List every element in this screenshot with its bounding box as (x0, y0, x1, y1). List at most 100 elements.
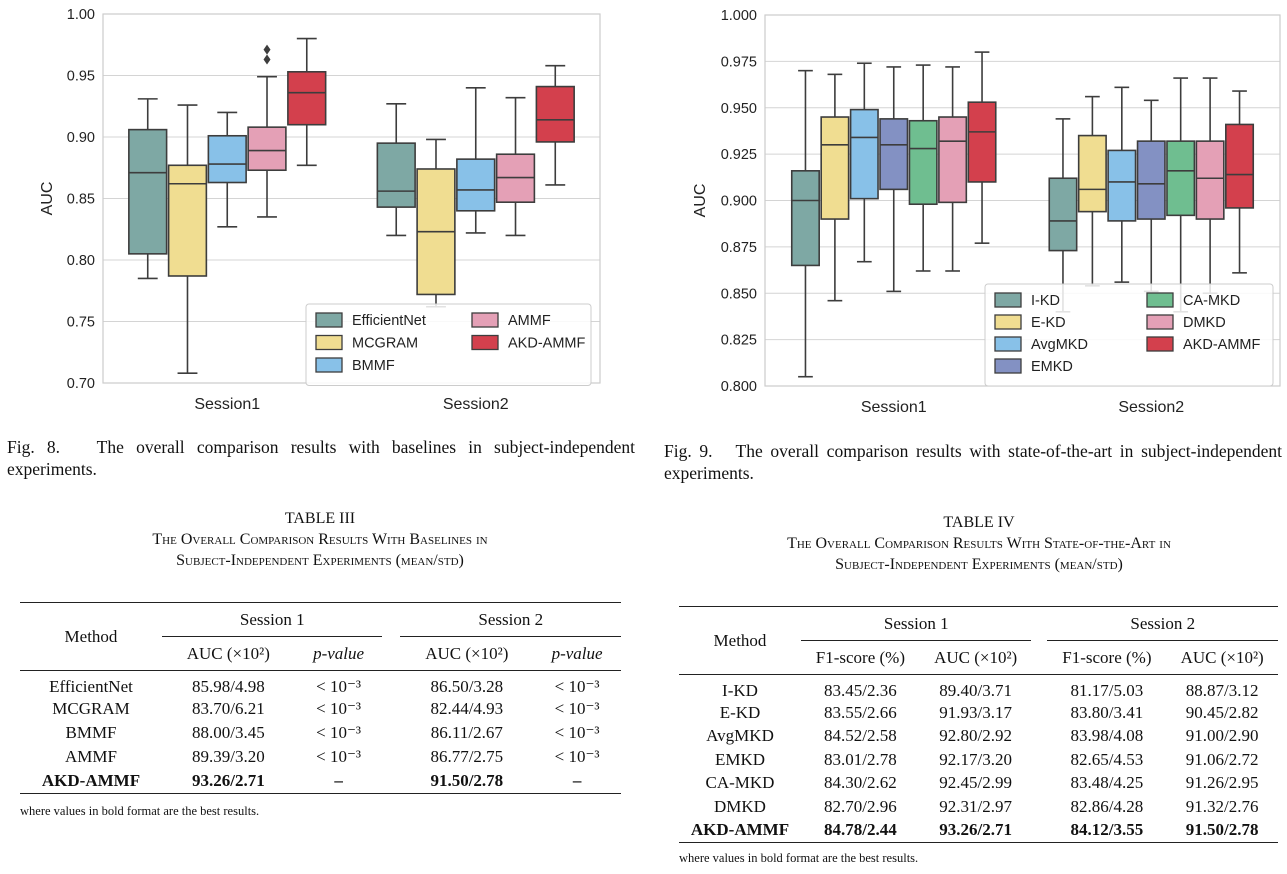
table4-session1-header: Session 1 (801, 606, 1032, 641)
table3-session2-header: Session 2 (400, 602, 621, 637)
table3-s1-auc-header: AUC (×10²) (162, 636, 295, 671)
cell-s1-auc: 92.17/3.20 (939, 749, 1012, 769)
cell-s2-f1: 82.86/4.28 (1070, 796, 1144, 816)
cell-s1-f1: 84.78/2.44 (824, 820, 897, 839)
fig9-box-i-kd-2 (1048, 118, 1078, 313)
table4-s2-f1-header: F1-score (%) (1047, 640, 1167, 675)
cell-s1-auc: 92.31/2.97 (939, 796, 1012, 816)
cell-s2-auc: 86.77/2.75 (430, 747, 504, 766)
fig8-xtick-label: Session2 (443, 396, 509, 413)
table-row: DMKD 82.70/2.96 92.31/2.97 82.86/4.28 91.32/… (679, 795, 1278, 819)
table3-title-line2: Subject-Independent Experiments (mean/st… (176, 552, 464, 569)
cell-s1-auc: 92.80/2.92 (939, 726, 1012, 746)
fig9-ytick-label: 0.850 (721, 286, 757, 302)
fig8-flier (263, 54, 271, 65)
fig8-legend-label: MCGRAM (352, 336, 418, 352)
cell-s2-f1: 83.48/4.25 (1070, 773, 1144, 793)
table-row: EMKD 83.01/2.78 92.17/3.20 82.65/4.53 91.06/… (679, 748, 1278, 772)
fig9-legend-label: DMKD (1183, 315, 1226, 331)
cell-method: EMKD (714, 749, 766, 769)
fig8-legend-swatch (315, 312, 343, 328)
cell-s1-p: < 10⁻³ (316, 747, 362, 766)
table3-note: where values in bold format are the best… (20, 803, 260, 818)
fig9-box-akd-ammf-1 (967, 51, 997, 244)
fig9-xtick-label: Session2 (1118, 399, 1184, 416)
fig8-box-bmmf-1 (207, 111, 247, 228)
fig9-box-emkd-2 (1136, 99, 1166, 293)
table4-caption: TABLE IV The Overall Comparison Results … (680, 512, 1278, 575)
cell-s1-auc: 89.40/3.71 (939, 681, 1012, 700)
fig9-box-dmkd-1 (938, 66, 968, 272)
fig8-ytick-label: 0.95 (67, 69, 95, 85)
fig8-legend: EfficientNet MCGRAM BMMF AMMF AKD-AMMF (305, 303, 592, 386)
fig8-legend-swatch (315, 357, 343, 373)
fig8-chart: 0.70 0.75 0.80 0.85 0.90 0.95 1.00 AUC Session1 S… (39, 7, 601, 413)
cell-s2-auc: 91.32/2.76 (1185, 796, 1259, 816)
table3-s2-auc-header: AUC (×10²) (400, 636, 534, 671)
fig9-legend-swatch (994, 314, 1022, 330)
fig9-ytick-label: 0.825 (721, 333, 757, 349)
fig8-xtick-label: Session1 (194, 396, 260, 413)
cell-s1-auc: 88.00/3.45 (191, 723, 265, 742)
cell-s1-p: – (334, 770, 343, 790)
fig9-legend-label: AvgMKD (1031, 337, 1088, 353)
fig9-legend-label: EMKD (1031, 359, 1073, 375)
fig8-box-akd-ammf-1 (287, 37, 327, 167)
fig9-legend-label: AKD-AMMF (1183, 337, 1260, 353)
fig9-box-akd-ammf-2 (1225, 90, 1255, 274)
fig8-legend-label: AMMF (508, 313, 551, 329)
fig8-ytick-label: 0.70 (67, 376, 95, 392)
fig9-legend-label: I-KD (1031, 293, 1060, 309)
fig9-caption: Fig. 9. The overall comparison results w… (664, 440, 1282, 484)
table3-method-header: Method (20, 602, 162, 671)
fig9-caption-label: Fig. 9. (664, 441, 713, 461)
fig9-legend: I-KD E-KD AvgMKD EMKD CA-MKD DMKD AKD-AMMF (984, 283, 1274, 387)
cell-s1-f1: 84.52/2.58 (824, 726, 897, 746)
cell-s2-auc: 91.50/2.78 (1185, 820, 1259, 839)
fig9-chart: 0.800 0.825 0.850 0.875 0.900 0.925 0.950 0.975… (692, 8, 1281, 416)
cell-s1-f1: 83.45/2.36 (824, 681, 897, 700)
cell-s1-auc: 91.93/3.17 (939, 702, 1012, 722)
cell-s2-auc: 91.50/2.78 (430, 770, 504, 790)
cell-s1-p: < 10⁻³ (316, 723, 362, 742)
fig9-legend-swatch (994, 336, 1022, 352)
cell-s2-auc: 91.00/2.90 (1185, 726, 1259, 746)
fig9-box-ca-mkd-2 (1166, 77, 1196, 313)
cell-s1-p: < 10⁻³ (316, 699, 362, 718)
cell-s2-p: < 10⁻³ (554, 747, 600, 766)
fig9-box-dmkd-2 (1195, 77, 1225, 295)
fig8-box-ammf-2 (495, 96, 536, 237)
cell-s2-auc: 90.45/2.82 (1185, 702, 1259, 722)
fig8-ytick-label: 0.80 (67, 253, 95, 269)
table-row: BMMF 88.00/3.45 < 10⁻³ 86.11/2.67 < 10⁻³ (20, 721, 621, 745)
cell-s2-auc: 88.87/3.12 (1185, 681, 1259, 700)
fig8-legend-swatch (315, 334, 343, 351)
fig9-legend-swatch (1146, 314, 1174, 330)
fig8-legend-label: EfficientNet (352, 313, 426, 329)
fig9-ytick-label: 0.800 (721, 379, 757, 395)
table4-method-header: Method (679, 606, 801, 675)
table-row: AKD-AMMF 93.26/2.71 – 91.50/2.78 – (20, 769, 621, 793)
fig9-ytick-label: 0.925 (721, 147, 757, 163)
cell-s1-auc: 89.39/3.20 (191, 747, 265, 766)
table4-s1-auc-header: AUC (×10²) (919, 640, 1032, 675)
cell-method: AvgMKD (706, 726, 774, 746)
fig9-legend-swatch (994, 358, 1022, 374)
fig8-ylabel: AUC (39, 182, 56, 216)
fig8-box-efficientnet-1 (128, 98, 168, 280)
fig8-caption: Fig. 8. The overall comparison results w… (7, 436, 635, 480)
cell-s1-f1: 83.01/2.78 (824, 749, 897, 769)
cell-s2-p: < 10⁻³ (554, 677, 600, 696)
cell-method: AKD-AMMF (41, 770, 141, 790)
cell-s2-p: < 10⁻³ (554, 723, 600, 742)
cell-s1-f1: 84.30/2.62 (824, 773, 897, 793)
cell-s2-auc: 91.26/2.95 (1185, 773, 1259, 793)
cell-s2-f1: 82.65/4.53 (1070, 749, 1144, 769)
fig9-ytick-label: 0.950 (721, 101, 757, 117)
cell-s1-auc: 85.98/4.98 (191, 677, 265, 696)
fig8-flier (263, 44, 271, 55)
cell-s1-auc: 93.26/2.71 (939, 820, 1012, 839)
fig8-caption-label: Fig. 8. (7, 437, 61, 457)
fig8-legend-swatch (471, 312, 499, 328)
table-row: E-KD 83.55/2.66 91.93/3.17 83.80/3.41 90.45/… (679, 701, 1278, 725)
